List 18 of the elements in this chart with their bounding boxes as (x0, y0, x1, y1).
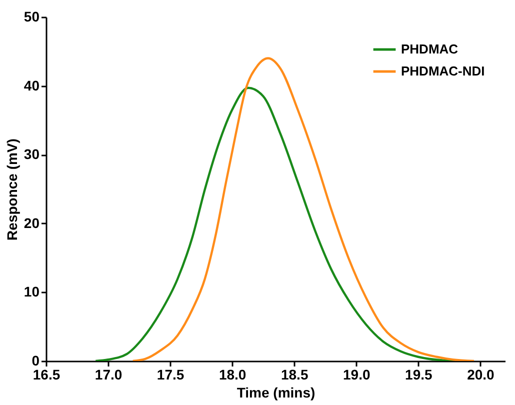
y-tick-label: 20 (24, 214, 40, 231)
legend-label: PHDMAC (401, 42, 459, 56)
legend-label: PHDMAC-NDI (401, 64, 485, 78)
x-tick-label: 17.0 (94, 366, 122, 382)
x-tick-label: 17.5 (156, 366, 184, 382)
y-tick-label: 0 (32, 352, 40, 368)
y-tick-label: 50 (24, 8, 40, 24)
x-tick-label: 19.5 (405, 366, 432, 382)
x-tick-label: 18.0 (218, 366, 246, 382)
x-tick-label: 20.0 (467, 366, 495, 382)
x-axis-title: Time (mins) (236, 384, 316, 400)
y-tick-label: 40 (24, 77, 40, 94)
x-tick-label: 19.0 (343, 366, 370, 382)
y-tick-label: 30 (24, 146, 40, 162)
y-tick-label: 10 (24, 284, 40, 300)
y-axis-title: Responce (mV) (4, 138, 20, 240)
x-tick-label: 18.5 (280, 366, 308, 382)
x-tick-label: 16.5 (32, 366, 60, 382)
